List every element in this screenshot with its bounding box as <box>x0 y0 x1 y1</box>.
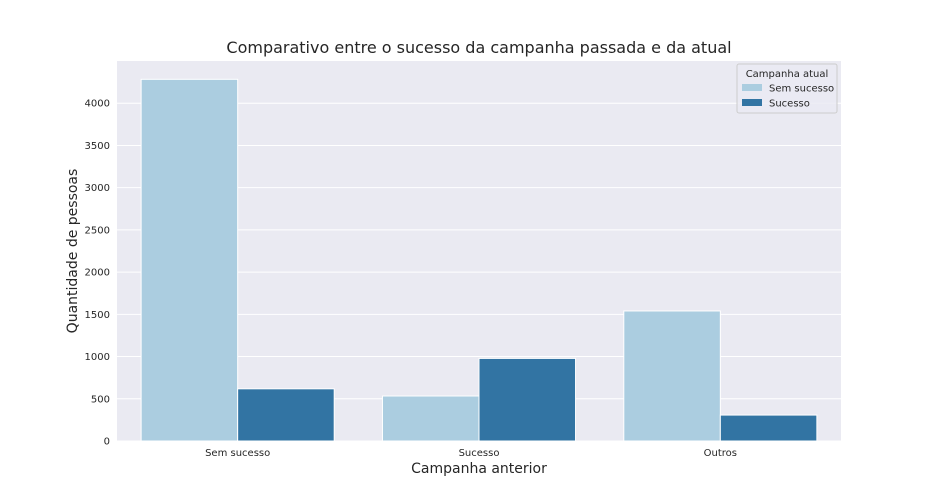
legend-label: Sem sucesso <box>769 84 834 95</box>
bar <box>478 357 577 442</box>
x-axis-label: Campanha anterior <box>411 461 547 477</box>
bar <box>623 310 721 442</box>
y-tick-label: 3500 <box>85 141 110 152</box>
bar <box>381 395 480 442</box>
bar <box>719 414 818 442</box>
y-tick-label: 4000 <box>85 99 110 110</box>
x-axis-ticks: Sem sucesso Sucesso Outros <box>205 448 737 459</box>
y-tick-label: 500 <box>91 394 110 405</box>
legend-swatch <box>742 99 762 106</box>
chart-title: Comparativo entre o sucesso da campanha … <box>226 38 731 57</box>
bars <box>140 78 818 442</box>
bar <box>237 388 335 442</box>
y-tick-label: 2500 <box>85 225 110 236</box>
legend-swatch <box>742 84 762 91</box>
x-tick-label: Outros <box>704 448 737 459</box>
legend: Campanha atual Sem sucesso Sucesso <box>736 63 838 114</box>
y-tick-label: 1500 <box>85 310 110 321</box>
legend-label: Sucesso <box>769 99 810 110</box>
y-tick-label: 3000 <box>85 183 110 194</box>
x-tick-label: Sem sucesso <box>205 448 270 459</box>
bar <box>140 78 239 442</box>
y-tick-label: 0 <box>104 437 110 448</box>
y-axis-ticks: 0 500 1000 1500 2000 2500 3000 3500 4000 <box>85 99 110 448</box>
x-tick-label: Sucesso <box>459 448 500 459</box>
y-tick-label: 1000 <box>85 352 110 363</box>
y-tick-label: 2000 <box>85 268 110 279</box>
y-axis-label: Quantidade de pessoas <box>65 169 81 334</box>
legend-title: Campanha atual <box>746 69 829 80</box>
